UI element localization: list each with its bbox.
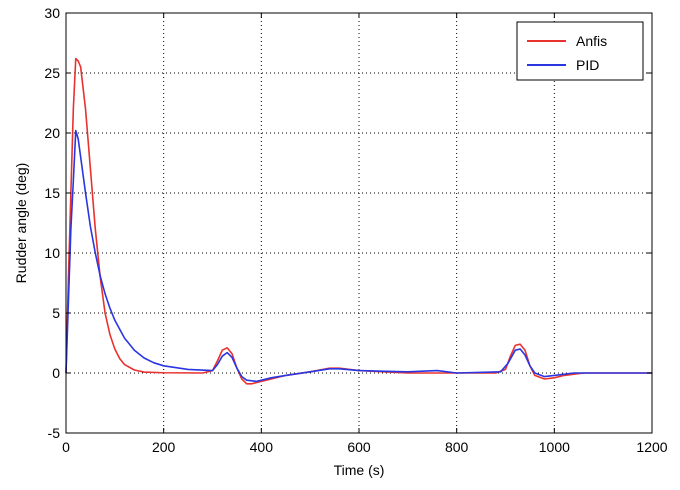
y-tick-label: 0 [52,365,60,381]
y-tick-label: 25 [44,65,60,81]
y-axis-label: Rudder angle (deg) [13,163,29,284]
legend-label-anfis: Anfis [576,33,607,49]
y-tick-label: 5 [52,305,60,321]
x-tick-label: 600 [347,439,371,455]
x-axis-label: Time (s) [334,462,385,478]
series-layer [65,57,652,385]
legend-box [516,21,644,81]
x-tick-label: 1000 [539,439,570,455]
y-tick-label: 10 [44,245,60,261]
y-tick-label: 20 [44,125,60,141]
axis-ticks [65,12,653,434]
x-tick-label: 1200 [636,439,667,455]
y-tick-label: 30 [44,5,60,21]
y-tick-label: -5 [48,425,61,441]
x-tick-label: 800 [445,439,469,455]
x-tick-label: 0 [62,439,70,455]
y-tick-label: 15 [44,185,60,201]
legend-label-pid: PID [576,57,599,73]
x-tick-label: 200 [152,439,176,455]
series-line-pid [65,129,652,383]
x-tick-label: 400 [250,439,274,455]
legend: Anfis PID [516,21,644,81]
